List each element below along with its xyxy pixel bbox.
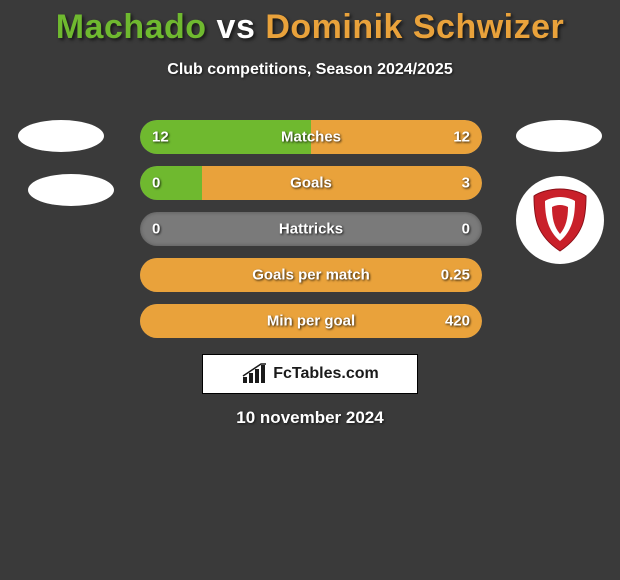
stat-label: Hattricks [279, 221, 343, 238]
brand-chart-icon [241, 363, 267, 385]
left-club-badge-2 [28, 174, 114, 206]
left-club-badge-1 [18, 120, 104, 152]
brand-box: FcTables.com [202, 354, 418, 394]
brand-text: FcTables.com [273, 365, 379, 383]
stat-value-player2: 0 [462, 221, 470, 238]
stat-value-player2: 420 [445, 313, 470, 330]
vs-text: vs [217, 8, 256, 46]
comparison-title: Machado vs Dominik Schwizer [0, 0, 620, 47]
stat-value-player2: 0.25 [441, 267, 470, 284]
stat-row: Min per goal 420 [140, 304, 482, 338]
stat-value-player1: 12 [152, 129, 169, 146]
stat-row: 0 Goals 3 [140, 166, 482, 200]
stat-label: Min per goal [267, 313, 355, 330]
player1-name: Machado [56, 8, 207, 46]
stat-value-player1: 0 [152, 221, 160, 238]
right-club-shield [516, 176, 604, 264]
stat-row: 12 Matches 12 [140, 120, 482, 154]
stat-value-player2: 3 [462, 175, 470, 192]
stat-row: 0 Hattricks 0 [140, 212, 482, 246]
shield-icon [530, 187, 590, 253]
subtitle: Club competitions, Season 2024/2025 [0, 61, 620, 79]
stat-label: Goals per match [252, 267, 370, 284]
stat-fill-player2 [202, 166, 482, 200]
player2-name: Dominik Schwizer [265, 8, 564, 46]
stats-bars: 12 Matches 12 0 Goals 3 0 Hattricks 0 Goals per m… [140, 120, 482, 350]
stat-value-player2: 12 [453, 129, 470, 146]
right-club-badge-1 [516, 120, 602, 152]
date-text: 10 november 2024 [236, 408, 383, 428]
stat-fill-player1 [140, 166, 202, 200]
stat-value-player1: 0 [152, 175, 160, 192]
stat-label: Matches [281, 129, 341, 146]
stat-row: Goals per match 0.25 [140, 258, 482, 292]
stat-label: Goals [290, 175, 332, 192]
